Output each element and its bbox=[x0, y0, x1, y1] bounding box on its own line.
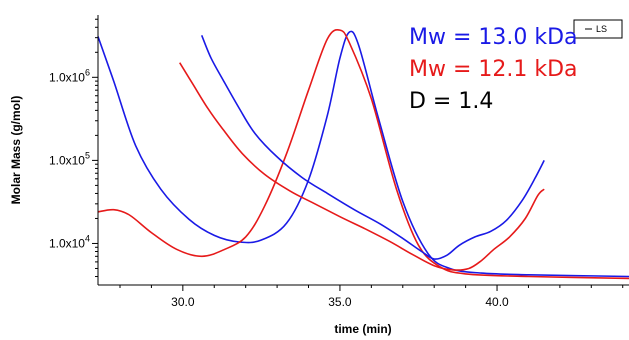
blue-molar-mass-trace bbox=[200, 34, 545, 260]
red-molar-mass-trace bbox=[179, 62, 545, 271]
red-signal-trace bbox=[97, 28, 629, 280]
y-axis-tick-labels: 1.0x104 1.0x105 1.0x106 bbox=[49, 67, 90, 250]
x-tick-label: 30.0 bbox=[171, 295, 195, 309]
x-axis-ticks bbox=[119, 285, 624, 291]
series-layer bbox=[97, 28, 629, 280]
x-tick-label: 35.0 bbox=[328, 295, 352, 309]
annotation-dispersity: D = 1.4 bbox=[409, 89, 493, 114]
x-axis-tick-labels: 30.0 35.0 40.0 bbox=[171, 295, 509, 309]
x-axis-label: time (min) bbox=[334, 322, 391, 336]
plot-background bbox=[98, 15, 629, 285]
legend-entry-ls: LS bbox=[596, 24, 607, 34]
x-tick-label: 40.0 bbox=[485, 295, 509, 309]
annotation-mw-blue: Mw = 13.0 kDa bbox=[409, 25, 578, 50]
y-tick-label: 1.0x105 bbox=[49, 150, 90, 167]
plot-area bbox=[97, 15, 629, 285]
annotation-mw-red: Mw = 12.1 kDa bbox=[409, 57, 578, 82]
y-tick-label: 1.0x106 bbox=[49, 67, 90, 84]
legend: LS bbox=[573, 19, 623, 39]
blue-signal-trace bbox=[97, 30, 629, 278]
legend-box bbox=[573, 19, 623, 39]
annotations: Mw = 13.0 kDa Mw = 12.1 kDa D = 1.4 bbox=[409, 25, 578, 114]
y-tick-label: 1.0x104 bbox=[49, 233, 90, 250]
y-axis-ticks bbox=[92, 18, 98, 278]
y-axis-label: Molar Mass (g/mol) bbox=[9, 96, 23, 205]
